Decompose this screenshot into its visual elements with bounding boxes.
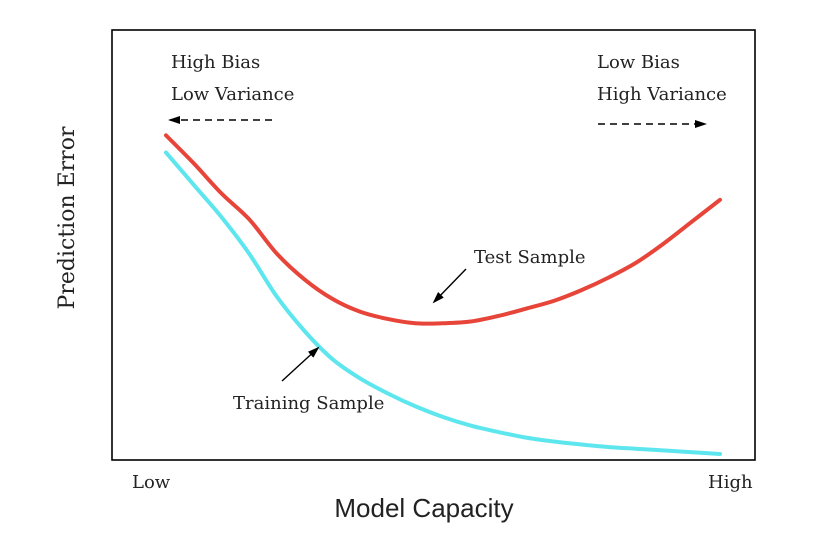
x-tick-label-high: High <box>708 472 753 493</box>
series-line-test-sample <box>164 133 722 326</box>
series-layer <box>164 133 722 456</box>
plot-frame <box>111 29 756 461</box>
training-sample-pointer <box>281 346 320 382</box>
test-sample-pointer <box>432 268 467 304</box>
right-regime-line1: Low Bias <box>597 52 680 73</box>
x-tick-label-low: Low <box>132 472 171 493</box>
test-sample-label: Test Sample <box>474 247 586 268</box>
left-regime-line2: Low Variance <box>171 84 294 105</box>
series-line-training-sample <box>164 150 722 456</box>
x-axis-label: Model Capacity <box>334 493 513 523</box>
training-sample-label: Training Sample <box>233 393 384 414</box>
left-regime-line1: High Bias <box>171 52 260 73</box>
right-regime-line2: High Variance <box>597 84 727 105</box>
y-axis-label: Prediction Error <box>55 126 80 309</box>
